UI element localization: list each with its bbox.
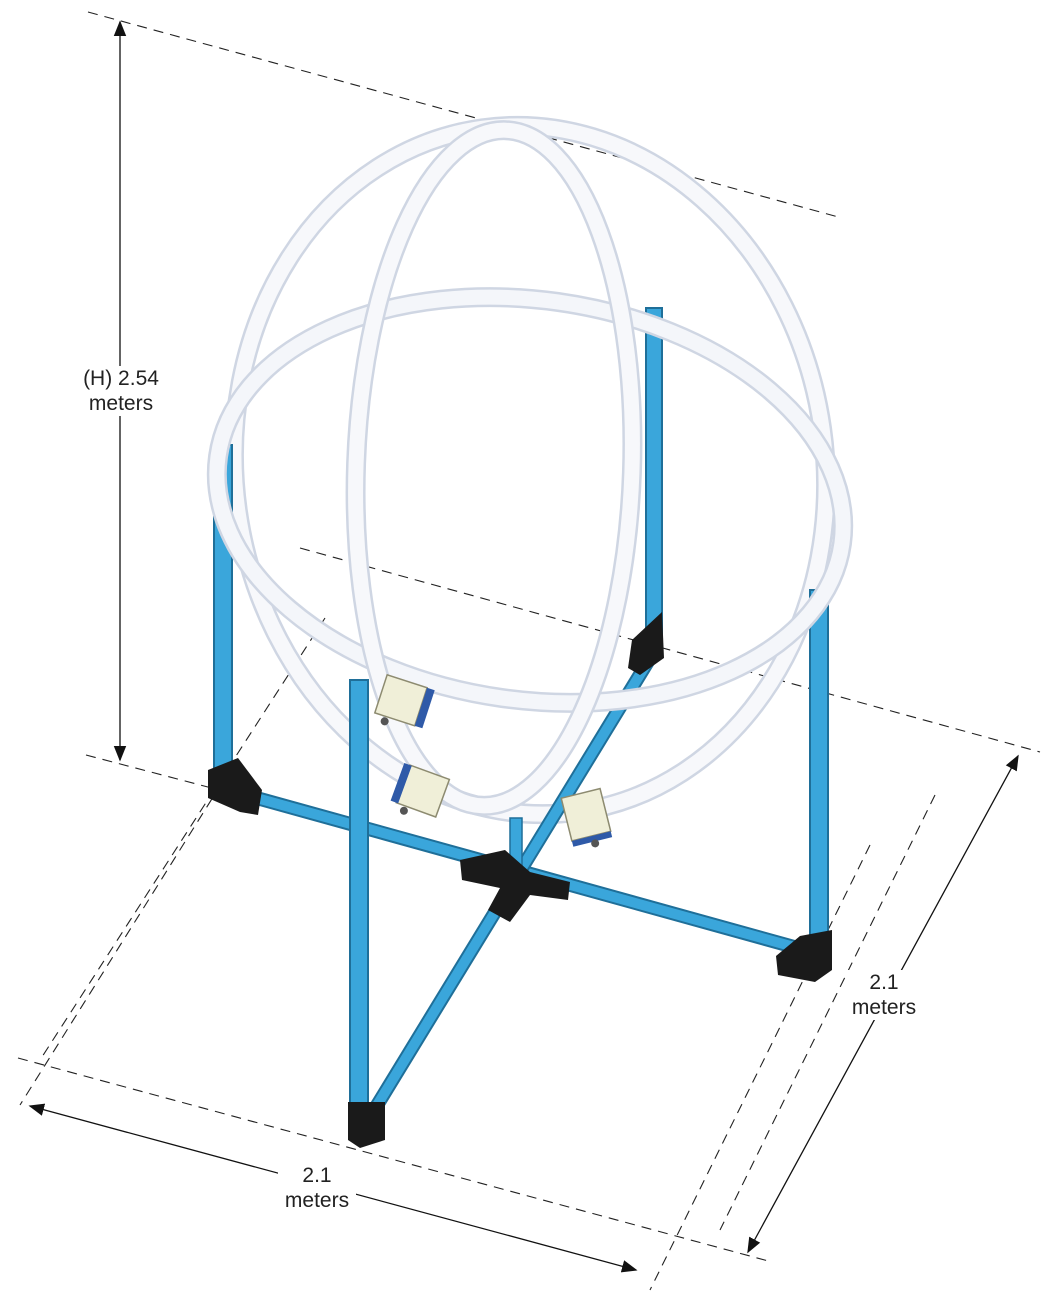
width-value: 2.1 [302,1164,332,1187]
height-dimension-label: (H) 2.54 meters [74,366,168,416]
joint-front-left [348,1102,385,1148]
width-dimension-label: 2.1 meters [278,1163,356,1213]
height-unit: meters [88,392,154,415]
width-unit: meters [284,1189,350,1212]
camera-2 [390,762,451,818]
dimension-arrows [28,20,1019,1273]
post-front-right [809,589,829,943]
joint-back-left [208,758,262,815]
post-front-left [349,679,369,1113]
camera-3 [560,787,613,848]
joint-front-right [776,930,832,982]
frame-joints [208,612,832,1148]
depth-dimension-label: 2.1 meters [846,970,922,1020]
camera-1 [373,673,435,729]
joint-back-right [628,612,664,675]
height-value: (H) 2.54 [83,367,159,390]
joint-center [460,850,570,922]
depth-value: 2.1 [869,971,899,994]
reference-dashed-lines [17,11,1041,1291]
cameras [373,673,613,848]
post-back-right [645,307,663,639]
depth-unit: meters [851,996,917,1019]
ring-sphere-back [223,115,837,825]
ring-sphere-front [206,120,854,816]
